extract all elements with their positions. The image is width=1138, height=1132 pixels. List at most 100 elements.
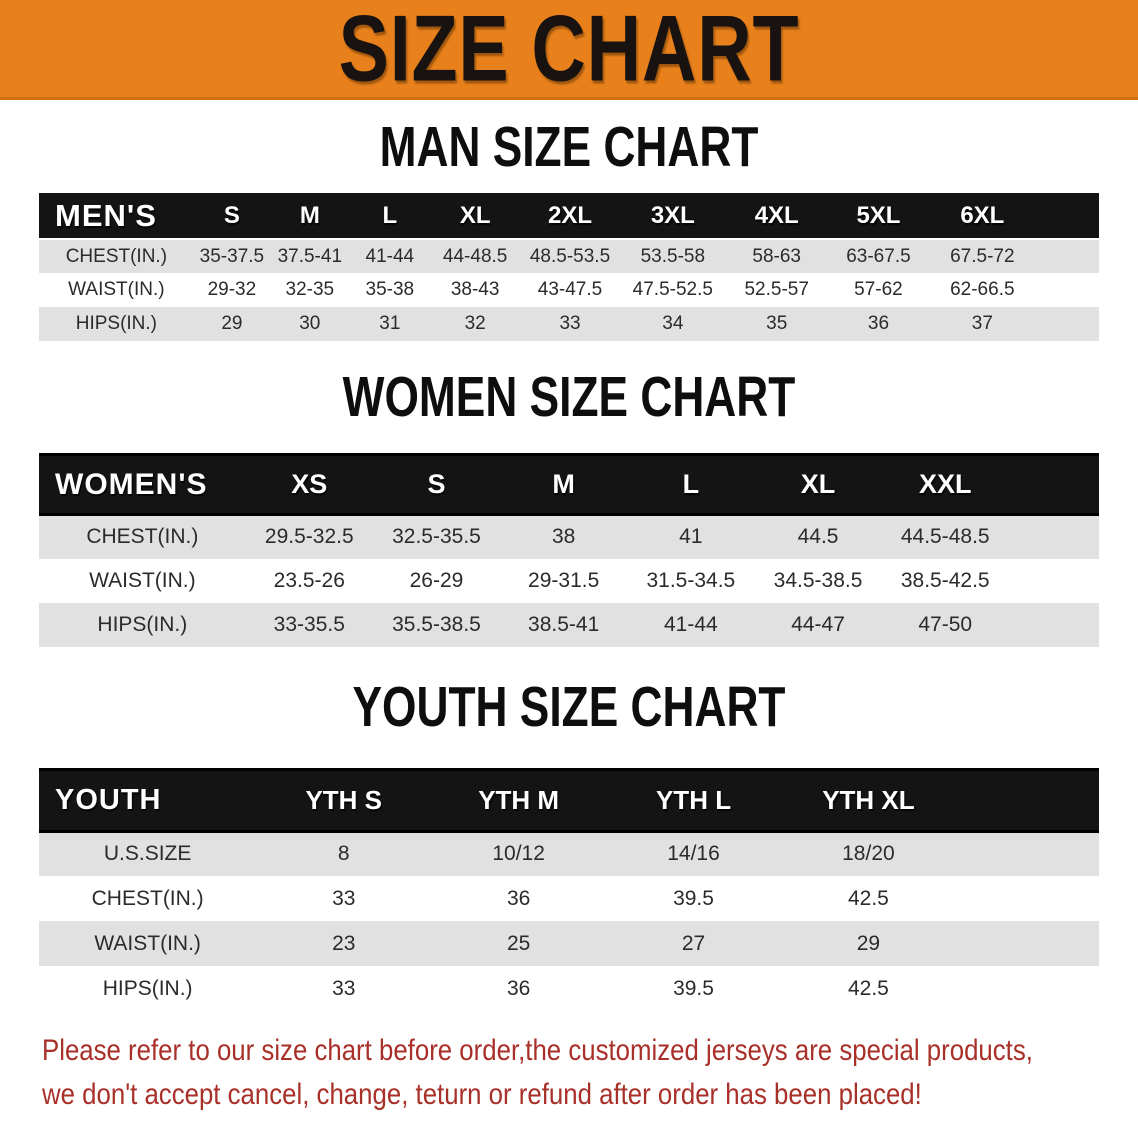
row-label: HIPS(IN.) bbox=[75, 313, 158, 334]
table-cell: 38-43 bbox=[450, 279, 500, 300]
table-cell: 29 bbox=[221, 313, 243, 334]
row-label: CHEST(IN.) bbox=[65, 245, 168, 267]
table-cell: 32 bbox=[464, 313, 486, 334]
table-cell: 39.5 bbox=[673, 886, 714, 910]
cell-spacer bbox=[956, 966, 1099, 1011]
table-cell: 38 bbox=[551, 525, 576, 549]
table-group-label: MEN'S bbox=[39, 193, 194, 240]
table-row: WAIST(IN.) 23.5-26 26-29 29-31.5 31.5-34.5 34… bbox=[39, 558, 1099, 603]
table-cell: 58-63 bbox=[752, 245, 801, 267]
table-cell: 30 bbox=[299, 313, 321, 334]
table-header-row: WOMEN'S XS S M L XL XXL bbox=[39, 453, 1099, 516]
table-cell: 32-35 bbox=[285, 279, 335, 300]
table-row: CHEST(IN.) 29.5-32.5 32.5-35.5 38 41 44.5 44.5… bbox=[39, 514, 1099, 559]
cell-spacer bbox=[956, 831, 1099, 876]
table-cell: 42.5 bbox=[847, 886, 889, 910]
header-spacer bbox=[1008, 453, 1099, 516]
men-size-table: MEN'S S M L XL 2XL 3XL 4XL 5XL 6XL CHEST(IN.) 35-3… bbox=[39, 193, 1099, 341]
table-cell: 44-47 bbox=[791, 612, 845, 636]
table-cell: 18/20 bbox=[842, 842, 895, 866]
cell-spacer bbox=[1035, 239, 1099, 273]
table-cell: 35.5-38.5 bbox=[392, 612, 481, 636]
men-section-heading-wrap: MAN SIZE CHART bbox=[0, 100, 1138, 193]
table-cell: 33 bbox=[559, 313, 581, 334]
table-group-label: WOMEN'S bbox=[39, 453, 246, 516]
column-header: M bbox=[500, 453, 628, 516]
footer-disclaimer-line-1: Please refer to our size chart before or… bbox=[42, 1034, 1033, 1067]
women-section-heading-wrap: WOMEN SIZE CHART bbox=[0, 341, 1138, 453]
table-cell: 29.5-32.5 bbox=[264, 525, 354, 549]
table-cell: 62-66.5 bbox=[950, 279, 1015, 300]
table-cell: 29-32 bbox=[207, 279, 257, 300]
table-cell: 29-31.5 bbox=[528, 568, 600, 592]
row-label: HIPS(IN.) bbox=[97, 612, 188, 636]
table-cell: 23 bbox=[332, 931, 356, 955]
size-chart-banner: SIZE CHART bbox=[0, 0, 1138, 100]
table-cell: 8 bbox=[337, 842, 350, 866]
table-cell: 32.5-35.5 bbox=[392, 525, 481, 549]
footer-disclaimer-line-2: we don't accept cancel, change, teturn o… bbox=[42, 1078, 922, 1111]
column-header: YTH M bbox=[431, 767, 607, 833]
table-cell: 35-38 bbox=[365, 279, 415, 300]
table-cell: 42.5 bbox=[847, 976, 889, 1000]
column-header: YTH XL bbox=[780, 767, 956, 833]
table-cell: 52.5-57 bbox=[744, 279, 809, 300]
table-cell: 44.5 bbox=[797, 525, 839, 549]
table-row: WAIST(IN.) 23 25 27 29 bbox=[39, 921, 1099, 966]
column-header: XS bbox=[245, 453, 373, 516]
column-header: 6XL bbox=[929, 193, 1036, 240]
table-cell: 57-62 bbox=[854, 279, 903, 300]
table-cell: 41-44 bbox=[365, 245, 415, 267]
column-header: XXL bbox=[881, 453, 1009, 516]
column-header: L bbox=[349, 193, 431, 240]
table-group-label: YOUTH bbox=[39, 767, 257, 833]
column-header: YTH L bbox=[606, 767, 781, 833]
table-cell: 37.5-41 bbox=[277, 245, 343, 267]
table-cell: 33 bbox=[332, 976, 356, 1000]
table-cell: 47-50 bbox=[918, 612, 973, 636]
banner-title: SIZE CHART bbox=[338, 0, 800, 101]
table-row: HIPS(IN.) 33-35.5 35.5-38.5 38.5-41 41-44 44-… bbox=[39, 602, 1099, 647]
table-cell: 38.5-41 bbox=[528, 612, 600, 636]
header-spacer bbox=[1035, 193, 1099, 240]
table-cell: 33 bbox=[332, 886, 356, 910]
table-cell: 43-47.5 bbox=[537, 279, 603, 300]
table-cell: 35 bbox=[766, 313, 788, 334]
table-row: HIPS(IN.) 29 30 31 32 33 34 35 36 37 bbox=[39, 307, 1099, 341]
men-section-heading: MAN SIZE CHART bbox=[379, 115, 759, 178]
youth-section-heading-wrap: YOUTH SIZE CHART bbox=[0, 647, 1138, 768]
column-header: 3XL bbox=[619, 193, 726, 240]
cell-spacer bbox=[1009, 515, 1099, 559]
cell-spacer bbox=[1035, 273, 1099, 307]
column-header: YTH S bbox=[256, 767, 432, 833]
women-size-table: WOMEN'S XS S M L XL XXL CHEST(IN.) 29.5-32.5 32.… bbox=[39, 453, 1099, 647]
table-cell: 47.5-52.5 bbox=[632, 279, 713, 300]
table-cell: 29 bbox=[856, 931, 881, 955]
table-cell: 37 bbox=[971, 313, 993, 334]
table-cell: 53.5-58 bbox=[640, 245, 706, 267]
footer-note: Please refer to our size chart before or… bbox=[0, 1011, 1138, 1117]
table-cell: 41 bbox=[679, 525, 703, 549]
table-cell: 63-67.5 bbox=[846, 245, 911, 267]
column-header: 4XL bbox=[725, 193, 828, 240]
column-header: XL bbox=[754, 453, 882, 516]
table-cell: 31.5-34.5 bbox=[646, 568, 736, 592]
column-header: 5XL bbox=[827, 193, 930, 240]
table-row: U.S.SIZE 8 10/12 14/16 18/20 bbox=[39, 831, 1099, 876]
header-spacer bbox=[955, 767, 1099, 833]
table-row: WAIST(IN.) 29-32 32-35 35-38 38-43 43-47.5 47.… bbox=[39, 273, 1099, 307]
table-cell: 26-29 bbox=[409, 568, 464, 592]
table-header-row: YOUTH YTH S YTH M YTH L YTH XL bbox=[39, 767, 1099, 833]
cell-spacer bbox=[1009, 603, 1099, 647]
table-cell: 38.5-42.5 bbox=[900, 568, 990, 592]
table-cell: 10/12 bbox=[492, 842, 545, 866]
table-cell: 36 bbox=[867, 313, 890, 334]
table-cell: 14/16 bbox=[667, 842, 720, 866]
cell-spacer bbox=[1009, 559, 1099, 603]
table-cell: 25 bbox=[506, 931, 531, 955]
cell-spacer bbox=[1035, 307, 1099, 341]
table-cell: 34.5-38.5 bbox=[773, 568, 863, 592]
youth-size-table: YOUTH YTH S YTH M YTH L YTH XL U.S.SIZE 8 10/1… bbox=[39, 767, 1099, 1011]
youth-section-heading: YOUTH SIZE CHART bbox=[352, 675, 786, 739]
row-label: U.S.SIZE bbox=[103, 842, 192, 866]
